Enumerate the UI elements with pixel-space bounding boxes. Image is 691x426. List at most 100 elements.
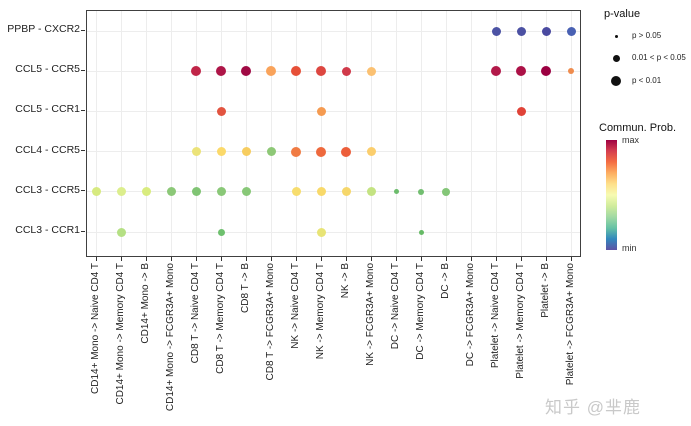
data-dot — [516, 106, 526, 116]
data-dot — [418, 229, 424, 235]
gridline-vertical — [421, 11, 423, 256]
gridline-vertical — [571, 11, 573, 256]
x-axis-label: CD14+ Mono -> B — [140, 263, 151, 344]
pvalue-legend-label: 0.01 < p < 0.05 — [632, 53, 686, 62]
data-dot — [91, 187, 101, 196]
x-tick — [370, 257, 372, 261]
data-dot — [291, 187, 301, 196]
data-dot — [191, 66, 202, 76]
data-dot — [316, 227, 326, 237]
gridline-vertical — [121, 11, 123, 256]
x-axis-label: NK -> Memory CD4 T — [315, 263, 326, 360]
data-dot — [316, 66, 327, 76]
x-axis-label: CD14+ Mono -> FCGR3A+ Mono — [165, 263, 176, 412]
gridline-vertical — [396, 11, 398, 256]
data-dot — [491, 26, 501, 36]
gridline-vertical — [446, 11, 448, 256]
x-axis-label: DC -> FCGR3A+ Mono — [465, 263, 476, 367]
gridline-vertical — [271, 11, 273, 256]
data-dot — [216, 106, 226, 116]
x-axis-label: Platelet -> FCGR3A+ Mono — [565, 263, 576, 386]
data-dot — [217, 228, 225, 236]
gridline-horizontal — [87, 30, 580, 32]
x-axis-label: DC -> Memory CD4 T — [415, 263, 426, 360]
x-tick — [445, 257, 447, 261]
x-axis-label: DC -> Naive CD4 T — [390, 263, 401, 350]
gridline-horizontal — [87, 70, 580, 72]
data-dot — [216, 147, 226, 156]
data-dot — [316, 146, 327, 157]
x-tick — [245, 257, 247, 261]
gridline-vertical — [96, 11, 98, 256]
pvalue-legend-dot — [612, 54, 620, 62]
gridline-horizontal — [87, 231, 580, 233]
pvalue-legend-title: p-value — [604, 8, 641, 20]
data-dot — [516, 26, 526, 36]
data-dot — [241, 66, 252, 76]
colorbar-title: Commun. Prob. — [599, 122, 677, 134]
data-dot — [316, 187, 326, 196]
data-dot — [116, 187, 126, 196]
y-axis-label: CCL4 - CCR5 — [15, 143, 80, 156]
data-dot — [191, 147, 201, 156]
x-tick — [295, 257, 297, 261]
gridline-vertical — [296, 11, 298, 256]
data-dot — [541, 66, 552, 76]
data-dot — [316, 106, 326, 116]
x-axis-label: CD8 T -> FCGR3A+ Mono — [265, 263, 276, 381]
pvalue-legend-dot — [614, 34, 618, 38]
data-dot — [266, 66, 277, 76]
plot-panel — [86, 10, 581, 257]
gridline-vertical — [171, 11, 173, 256]
data-dot — [241, 187, 251, 196]
gridline-vertical — [321, 11, 323, 256]
data-dot — [116, 227, 126, 237]
y-tick — [81, 190, 85, 191]
data-dot — [541, 26, 551, 36]
gridline-vertical — [371, 11, 373, 256]
gridline-vertical — [496, 11, 498, 256]
x-tick — [220, 257, 222, 261]
x-axis-label: Platelet -> B — [540, 263, 551, 318]
y-tick — [81, 29, 85, 31]
data-dot — [418, 188, 425, 195]
gridline-vertical — [521, 11, 523, 256]
x-axis-label: CD8 T -> B — [240, 263, 251, 313]
gridline-vertical — [346, 11, 348, 256]
data-dot — [291, 66, 302, 76]
y-tick — [81, 69, 85, 71]
data-dot — [216, 66, 227, 76]
data-dot — [393, 189, 399, 194]
data-dot — [568, 68, 575, 74]
data-dot — [166, 187, 176, 196]
x-axis-label: CD8 T -> Memory CD4 T — [215, 263, 226, 374]
x-tick — [145, 257, 147, 261]
watermark: 知乎 @芈鹿 — [545, 398, 641, 417]
x-axis-label: NK -> Naive CD4 T — [290, 263, 301, 349]
colorbar-min-label: min — [622, 243, 637, 253]
x-tick — [195, 257, 197, 261]
data-dot — [516, 66, 527, 76]
data-dot — [341, 187, 351, 196]
y-axis-label: CCL5 - CCR1 — [15, 103, 80, 115]
x-axis-label: NK -> B — [340, 263, 351, 299]
data-dot — [442, 187, 451, 196]
colorbar-max-label: max — [622, 135, 640, 145]
x-axis-label: CD8 T -> Naive CD4 T — [190, 263, 201, 364]
y-axis-label: PPBP - CXCR2 — [7, 23, 80, 35]
gridline-vertical — [471, 11, 473, 256]
x-axis-label: NK -> FCGR3A+ Mono — [365, 263, 376, 366]
x-tick — [395, 257, 397, 261]
data-dot — [366, 147, 376, 156]
data-dot — [366, 66, 376, 76]
pvalue-legend-label: p < 0.01 — [632, 76, 662, 85]
gridline-vertical — [546, 11, 548, 256]
x-tick — [170, 257, 172, 261]
data-dot — [241, 147, 251, 156]
data-dot — [191, 187, 201, 196]
x-axis-label: Platelet -> Memory CD4 T — [515, 263, 526, 379]
data-dot — [341, 146, 352, 157]
gridline-horizontal — [87, 151, 580, 152]
y-axis-label: CCL3 - CCR5 — [15, 183, 80, 196]
